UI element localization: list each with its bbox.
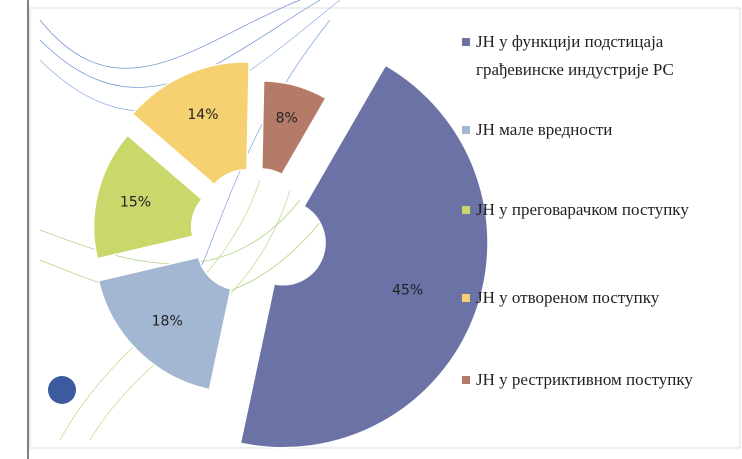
legend-label: ЈН у функцији подстицаја грађевинске инд… xyxy=(476,32,674,79)
logo xyxy=(48,376,76,404)
legend-label: ЈН у преговарачком поступку xyxy=(476,200,689,219)
page: 45% 18% 15% 14% 8% ЈН у функцији подстицаја … xyxy=(0,0,742,459)
slice-label: 18% xyxy=(152,314,183,330)
legend-swatch xyxy=(462,294,470,302)
legend-label: ЈН у отвореном поступку xyxy=(476,288,659,307)
legend-label: ЈН у рестриктивном поступку xyxy=(476,370,693,389)
legend-item: ЈН у рестриктивном поступку xyxy=(462,366,742,394)
slice-label: 45% xyxy=(392,283,423,299)
legend-item: ЈН у преговарачком поступку xyxy=(462,196,742,224)
legend-swatch xyxy=(462,206,470,214)
legend-label: ЈН мале вредности xyxy=(476,120,612,139)
slice-label: 14% xyxy=(187,107,218,123)
legend-item: ЈН мале вредности xyxy=(462,116,742,144)
slice-label: 8% xyxy=(276,110,298,126)
legend-swatch xyxy=(462,376,470,384)
legend-swatch xyxy=(462,38,470,46)
legend-item: ЈН у отвореном поступку xyxy=(462,284,742,312)
legend-item: ЈН у функцији подстицаја грађевинске инд… xyxy=(462,28,742,84)
legend-swatch xyxy=(462,126,470,134)
slice-label: 15% xyxy=(120,195,151,211)
